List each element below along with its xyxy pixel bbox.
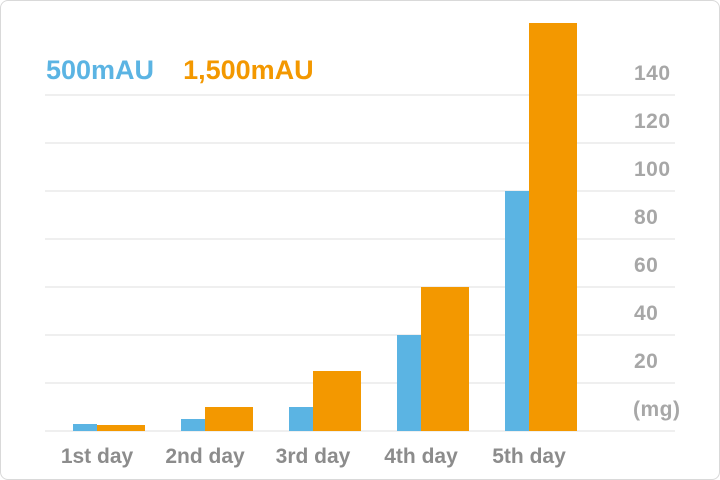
legend-item-1500mau: 1,500mAU: [183, 55, 314, 85]
bar-1-500mau-2nd-day: [205, 407, 253, 431]
bar-1-500mau-3rd-day: [313, 371, 361, 431]
bar-500mau-5th-day: [505, 191, 529, 431]
x-axis-label-2nd-day: 2nd day: [165, 445, 245, 468]
x-axis-label-4th-day: 4th day: [384, 445, 458, 468]
x-axis-baseline: [45, 430, 675, 432]
bar-500mau-1st-day: [73, 424, 97, 431]
gridline: [45, 142, 675, 144]
chart-legend: 500mAU 1,500mAU: [46, 54, 314, 86]
bar-500mau-4th-day: [397, 335, 421, 431]
gridline: [45, 94, 675, 96]
y-axis-unit-label: (mg): [633, 398, 681, 421]
y-axis-tick-label: 120: [634, 110, 671, 133]
bar-500mau-3rd-day: [289, 407, 313, 431]
gridline: [45, 334, 675, 336]
y-axis-tick-label: 60: [634, 254, 659, 277]
y-axis-tick-label: 20: [634, 350, 659, 373]
legend-item-500mau: 500mAU: [46, 55, 155, 85]
x-axis-label-5th-day: 5th day: [492, 445, 566, 468]
y-axis-tick-label: 80: [634, 206, 659, 229]
bar-1-500mau-5th-day: [529, 23, 577, 431]
gridline: [45, 238, 675, 240]
bar-1-500mau-1st-day: [97, 425, 145, 431]
gridline: [45, 286, 675, 288]
x-axis-label-1st-day: 1st day: [60, 445, 134, 468]
y-axis-tick-label: 40: [634, 302, 659, 325]
x-axis-label-3rd-day: 3rd day: [275, 445, 351, 468]
bar-500mau-2nd-day: [181, 419, 205, 431]
bar-1-500mau-4th-day: [421, 287, 469, 431]
y-axis-tick-label: 100: [634, 158, 671, 181]
y-axis-tick-label: 140: [634, 62, 671, 85]
gridline: [45, 190, 675, 192]
